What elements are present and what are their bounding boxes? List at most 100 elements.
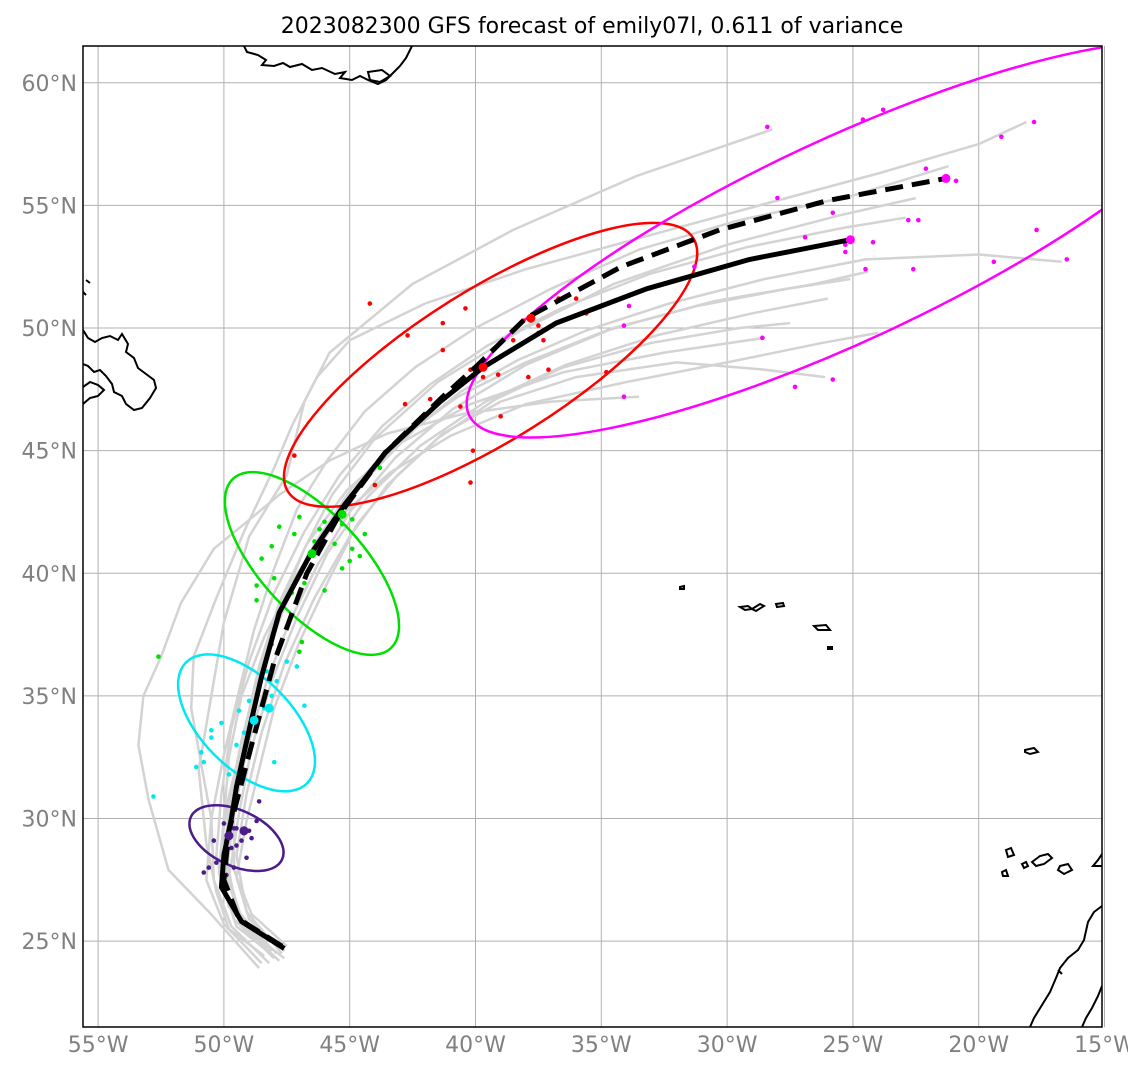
- forecast-point-1-7: [241, 730, 247, 735]
- forecast-point-2-16: [276, 524, 282, 529]
- forecast-point-3-23: [604, 369, 609, 375]
- lon-tick-label: 55°W: [68, 1033, 129, 1058]
- forecast-point-4-11: [1034, 227, 1039, 233]
- forecast-point-1-20: [271, 759, 277, 765]
- coast-canary-5: [1000, 868, 1010, 877]
- forecast-point-4-8: [830, 210, 836, 216]
- forecast-point-2-5: [254, 583, 259, 588]
- forecast-point-4-26: [621, 394, 627, 400]
- ensemble-track-7: [225, 336, 765, 952]
- uncertainty-ellipse-1: [176, 653, 317, 793]
- mean-position-point-1-0: [264, 703, 274, 713]
- forecast-point-2-20: [322, 519, 327, 525]
- forecast-point-2-14: [312, 539, 317, 544]
- ensemble-member-tracks: [137, 120, 1062, 969]
- forecast-point-4-15: [863, 266, 868, 272]
- ensemble-track-10: [232, 331, 879, 948]
- forecast-point-0-17: [249, 835, 254, 841]
- forecast-point-2-26: [317, 526, 322, 532]
- ensemble-track-1: [137, 395, 640, 969]
- forecast-point-2-9: [339, 566, 345, 571]
- forecast-point-4-18: [843, 242, 848, 247]
- lat-tick-label: 25°N: [22, 930, 77, 955]
- forecast-point-0-15: [239, 838, 244, 843]
- forecast-point-1-0: [151, 794, 156, 799]
- lon-tick-label: 15°W: [1074, 1033, 1128, 1058]
- forecast-point-1-15: [294, 664, 300, 669]
- lon-tick-label: 20°W: [948, 1033, 1009, 1058]
- coast-greenland: [243, 46, 413, 86]
- lon-tick-label: 40°W: [445, 1033, 506, 1058]
- forecast-point-3-12: [536, 323, 541, 328]
- forecast-point-3-3: [463, 306, 468, 311]
- forecast-point-1-2: [201, 759, 207, 765]
- forecast-point-2-3: [297, 649, 302, 655]
- forecast-point-0-2: [231, 865, 237, 870]
- forecast-point-3-14: [541, 338, 546, 343]
- coast-azores-1: [679, 584, 685, 590]
- forecast-point-2-22: [349, 517, 355, 522]
- ensemble-track-8: [235, 321, 791, 955]
- mean-tracks: [218, 173, 951, 951]
- mean-position-point-0-1: [224, 831, 234, 841]
- coast-azores-5: [811, 623, 833, 631]
- ensemble-track-13: [227, 297, 829, 960]
- forecast-point-4-17: [843, 249, 848, 255]
- forecast-point-1-12: [269, 693, 275, 699]
- forecast-point-0-19: [206, 865, 212, 870]
- forecast-point-0-14: [221, 821, 227, 826]
- forecast-point-3-15: [546, 367, 551, 373]
- forecast-point-2-1: [299, 639, 305, 645]
- forecast-point-3-16: [526, 374, 531, 380]
- ensemble-track-3: [217, 253, 1062, 960]
- forecast-point-3-0: [367, 301, 373, 306]
- chart-title: 2023082300 GFS forecast of emily07l, 0.6…: [281, 14, 904, 39]
- forecast-point-3-2: [372, 482, 378, 488]
- ensemble-track-4: [235, 361, 826, 952]
- mean-position-point-1-1: [249, 715, 259, 725]
- ensemble-track-5: [217, 196, 917, 960]
- forecast-point-3-4: [440, 320, 446, 326]
- lat-tick-label: 30°N: [22, 808, 77, 833]
- mean-position-point-2-1: [307, 549, 317, 559]
- forecast-point-4-0: [765, 124, 770, 130]
- forecast-position-points: [151, 107, 1070, 878]
- forecast-point-1-4: [226, 772, 232, 777]
- forecast-point-4-12: [1064, 257, 1070, 262]
- coast-azores-6: [827, 646, 833, 650]
- forecast-point-2-12: [349, 546, 355, 552]
- mean-position-point-0-0: [239, 826, 249, 836]
- forecast-point-0-6: [234, 843, 239, 848]
- map-frame: [82, 45, 1103, 1028]
- forecast-point-3-1: [292, 453, 297, 458]
- forecast-point-3-18: [458, 404, 463, 409]
- forecast-point-2-15: [292, 531, 297, 537]
- forecast-point-1-19: [236, 708, 242, 713]
- forecast-point-0-16: [231, 826, 237, 831]
- coast-azores-2: [737, 604, 755, 612]
- forecast-point-4-2: [880, 107, 886, 113]
- longitude-tick-labels: 55°W 50°W 45°W 40°W 35°W 30°W 25°W 20°W 15°W: [68, 1033, 1128, 1058]
- lat-tick-label: 55°N: [22, 194, 77, 219]
- ensemble-track-2: [189, 120, 1028, 965]
- ensemble-track-11: [215, 216, 906, 950]
- lon-tick-label: 50°W: [194, 1033, 255, 1058]
- forecast-point-3-8: [480, 374, 486, 380]
- lon-tick-label: 25°W: [823, 1033, 884, 1058]
- forecast-point-1-5: [234, 742, 239, 748]
- forecast-point-3-25: [573, 296, 579, 301]
- forecast-point-1-1: [193, 764, 199, 770]
- lat-tick-label: 60°N: [22, 72, 77, 97]
- forecast-point-2-23: [362, 531, 368, 537]
- uncertainty-ellipse-4: [465, 46, 1102, 439]
- forecast-point-4-5: [999, 134, 1004, 140]
- coast-canary-4: [1056, 862, 1074, 876]
- forecast-point-1-17: [302, 703, 307, 709]
- forecast-point-3-17: [498, 414, 503, 419]
- forecast-point-2-6: [271, 575, 277, 581]
- forecast-point-1-6: [209, 735, 214, 740]
- forecast-point-2-24: [377, 465, 383, 471]
- forecast-point-1-11: [246, 698, 252, 704]
- lat-tick-label: 35°N: [22, 685, 77, 710]
